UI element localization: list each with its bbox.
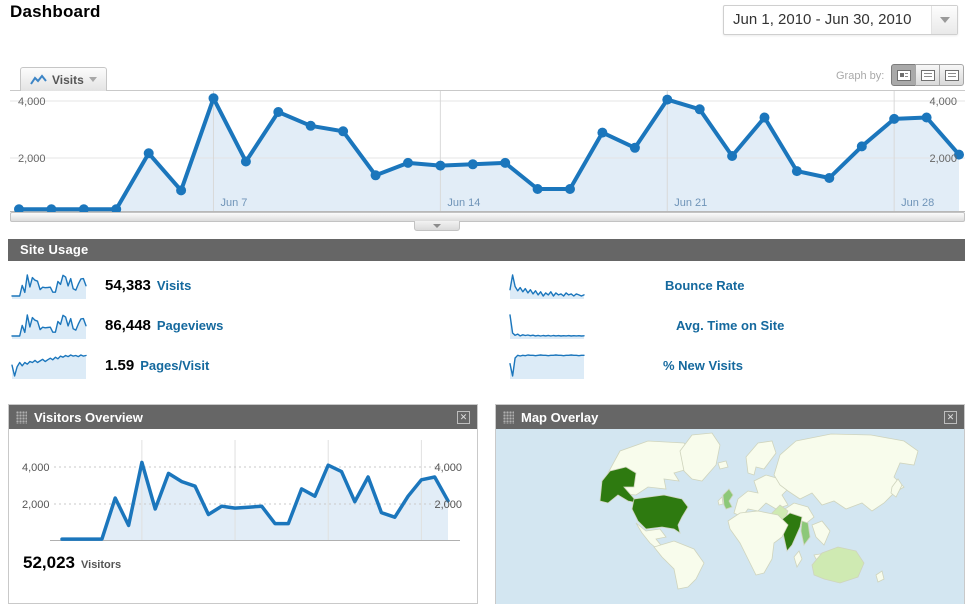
site-usage-header: Site Usage	[8, 239, 965, 261]
continent-africa[interactable]	[727, 510, 789, 576]
country-bangladesh[interactable]	[800, 520, 811, 546]
metric-row-visits: 54,383 Visits	[10, 270, 191, 300]
graph-by-button-group	[891, 64, 964, 86]
metric-value: 86,448	[105, 316, 151, 334]
sparkline-visits	[11, 273, 87, 299]
visitors-overview-header: Visitors Overview	[9, 405, 477, 429]
svg-text:4,000: 4,000	[434, 462, 462, 474]
svg-text:2,000: 2,000	[18, 153, 46, 165]
metric-link-pageviews[interactable]: Pageviews	[156, 317, 224, 333]
visitors-value: 52,023	[23, 553, 75, 572]
metric-link-pages-per-visit[interactable]: Pages/Visit	[140, 357, 210, 373]
metric-row-new-visits: % New Visits	[508, 350, 743, 380]
sparkline-icon	[30, 73, 47, 85]
metric-row-pageviews: 86,448 Pageviews	[10, 310, 223, 340]
sparkline-bounce-rate	[509, 273, 585, 299]
map-overlay-panel: Map Overlay	[495, 404, 965, 604]
sparkline-new-visits	[509, 353, 585, 379]
graph-by-day-button[interactable]	[891, 64, 916, 86]
graph-by-label: Graph by:	[836, 70, 885, 82]
country-japan[interactable]	[890, 478, 903, 498]
close-icon[interactable]	[457, 410, 470, 424]
panel-title: Map Overlay	[521, 409, 599, 425]
map-overlay-header: Map Overlay	[496, 405, 964, 429]
metric-link-new-visits[interactable]: % New Visits	[663, 357, 743, 373]
sparkline-avg-time	[509, 313, 585, 339]
svg-text:Jun 21: Jun 21	[674, 197, 707, 209]
graph-by-week-icon	[920, 69, 935, 81]
sparkline-pages-per-visit	[11, 353, 87, 379]
visitors-overview-panel: Visitors Overview 4,000 2,000 4,000 2,000 5…	[8, 404, 478, 604]
timeline-scrollbar[interactable]	[10, 212, 965, 222]
svg-text:2,000: 2,000	[434, 499, 462, 511]
country-greenland[interactable]	[679, 432, 721, 482]
visitors-overview-chart: 4,000 2,000 4,000 2,000	[22, 440, 462, 541]
country-united-states[interactable]	[631, 494, 689, 534]
metric-tab-visits[interactable]: Visits	[20, 67, 107, 91]
metric-link-avg-time[interactable]: Avg. Time on Site	[676, 317, 785, 333]
graph-by-month-button[interactable]	[939, 64, 964, 86]
country-ireland[interactable]	[717, 496, 724, 506]
svg-text:2,000: 2,000	[22, 499, 50, 511]
page-title: Dashboard	[10, 2, 101, 21]
svg-text:2,000: 2,000	[929, 153, 957, 165]
graph-by-day-icon	[896, 69, 911, 81]
panel-title: Visitors Overview	[34, 409, 143, 425]
drag-handle-icon[interactable]	[503, 410, 514, 424]
svg-text:4,000: 4,000	[22, 462, 50, 474]
country-australia[interactable]	[811, 546, 865, 584]
country-new-zealand[interactable]	[875, 570, 885, 583]
metric-row-avg-time: Avg. Time on Site	[508, 310, 784, 340]
visitors-metric: 52,023 Visitors	[23, 553, 121, 573]
country-united-states-alaska[interactable]	[599, 466, 640, 504]
site-usage-grid: 54,383 Visits 86,448 Pageviews 1.59 Page…	[10, 268, 965, 393]
metric-link-bounce-rate[interactable]: Bounce Rate	[665, 277, 745, 293]
world-map[interactable]	[496, 429, 964, 604]
region-southeast-asia[interactable]	[811, 520, 831, 546]
visits-timeline-chart: Jun 7 Jun 14 Jun 21 Jun 28 4,000 2,000 4,000 2,…	[10, 90, 965, 215]
date-range-dropdown-button[interactable]	[931, 6, 957, 34]
chevron-down-icon	[433, 223, 441, 228]
svg-text:4,000: 4,000	[18, 96, 46, 108]
metric-value: 1.59	[105, 356, 135, 374]
timeline-collapse-button[interactable]	[414, 221, 460, 231]
country-iceland[interactable]	[717, 460, 729, 470]
close-icon[interactable]	[944, 410, 957, 424]
country-madagascar[interactable]	[793, 550, 803, 568]
country-united-kingdom[interactable]	[722, 488, 734, 510]
region-scandinavia[interactable]	[745, 440, 777, 476]
visitors-label: Visitors	[81, 559, 122, 571]
metric-link-visits[interactable]: Visits	[156, 277, 192, 293]
metric-row-bounce-rate: Bounce Rate	[508, 270, 744, 300]
metric-row-pages-per-visit: 1.59 Pages/Visit	[10, 350, 209, 380]
sparkline-pageviews	[11, 313, 87, 339]
continent-europe[interactable]	[733, 474, 789, 518]
metric-tab-label: Visits	[52, 72, 84, 87]
date-range-selector[interactable]: Jun 1, 2010 - Jun 30, 2010	[723, 5, 958, 35]
drag-handle-icon[interactable]	[16, 410, 27, 424]
continent-south-america[interactable]	[653, 540, 705, 590]
svg-text:Jun 14: Jun 14	[447, 197, 480, 209]
svg-text:Jun 28: Jun 28	[901, 197, 934, 209]
metric-value: 54,383	[105, 276, 151, 294]
date-range-text: Jun 1, 2010 - Jun 30, 2010	[733, 11, 912, 28]
svg-text:4,000: 4,000	[929, 96, 957, 108]
graph-by-month-icon	[944, 69, 959, 81]
svg-text:Jun 7: Jun 7	[220, 197, 247, 209]
chevron-down-icon	[939, 17, 950, 23]
graph-by-week-button[interactable]	[915, 64, 940, 86]
chevron-down-icon	[88, 77, 97, 82]
